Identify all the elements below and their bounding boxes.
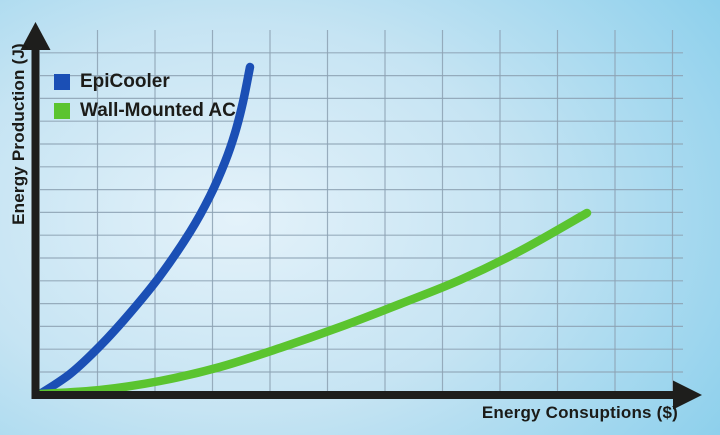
legend: EpiCooler Wall-Mounted AC xyxy=(54,71,236,122)
legend-label-epicooler: EpiCooler xyxy=(80,71,170,92)
legend-label-wall-mounted-ac: Wall-Mounted AC xyxy=(80,100,236,121)
legend-item-epicooler: EpiCooler xyxy=(54,71,236,93)
legend-swatch-wall-mounted-ac-icon xyxy=(54,103,70,119)
x-axis-label: Energy Consuptions ($) xyxy=(481,403,678,422)
legend-item-wall-mounted-ac: Wall-Mounted AC xyxy=(54,100,236,122)
legend-swatch-epicooler-icon xyxy=(54,74,70,90)
y-axis-label: Energy Production (J) xyxy=(9,43,28,225)
